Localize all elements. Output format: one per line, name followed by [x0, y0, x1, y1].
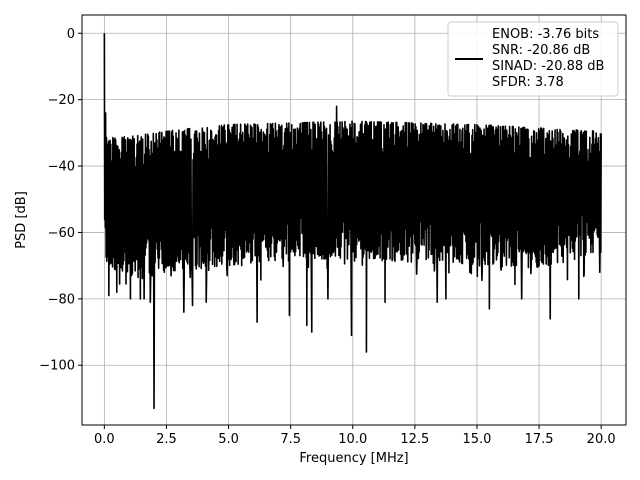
psd-trace [103, 33, 602, 410]
x-tick-label: 0.0 [94, 432, 115, 447]
y-axis: 0 −20 −40 −60 −80 −100 [39, 27, 82, 374]
x-axis: 0.0 2.5 5.0 7.5 10.0 12.5 15.0 17.5 20.0 [94, 425, 616, 447]
x-tick-label: 10.0 [338, 432, 367, 447]
x-tick-label: 7.5 [280, 432, 301, 447]
plot-frame [81, 14, 627, 426]
x-tick-label: 17.5 [525, 432, 554, 447]
y-tick-label: −60 [48, 226, 75, 241]
legend-entry: SINAD: -20.88 dB [492, 59, 604, 74]
y-tick-label: −100 [39, 359, 75, 374]
x-tick-label: 12.5 [400, 432, 429, 447]
legend-entry: SFDR: 3.78 [492, 75, 564, 90]
legend-entry: ENOB: -3.76 bits [492, 27, 599, 42]
legend-box [447, 21, 619, 97]
y-tick-label: −80 [48, 292, 75, 307]
x-axis-label: Frequency [MHz] [299, 451, 408, 466]
x-tick-label: 15.0 [462, 432, 491, 447]
x-tick-label: 20.0 [587, 432, 616, 447]
y-axis-label: PSD [dB] [14, 191, 29, 249]
y-tick-label: 0 [67, 27, 75, 42]
x-tick-label: 2.5 [156, 432, 177, 447]
y-tick-label: −20 [48, 93, 75, 108]
psd-line [103, 33, 602, 410]
x-tick-label: 5.0 [218, 432, 239, 447]
y-tick-label: −40 [48, 160, 75, 175]
legend-entry: SNR: -20.86 dB [492, 43, 590, 58]
